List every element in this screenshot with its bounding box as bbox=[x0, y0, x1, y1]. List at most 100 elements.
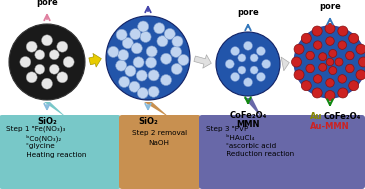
Circle shape bbox=[172, 36, 183, 47]
Circle shape bbox=[325, 91, 335, 101]
Circle shape bbox=[338, 41, 346, 49]
Circle shape bbox=[125, 66, 136, 77]
Circle shape bbox=[314, 75, 322, 83]
Circle shape bbox=[216, 32, 280, 96]
Circle shape bbox=[140, 31, 151, 42]
Circle shape bbox=[243, 78, 253, 87]
Text: pore: pore bbox=[237, 8, 259, 17]
Circle shape bbox=[130, 29, 141, 40]
Text: Heating reaction: Heating reaction bbox=[6, 152, 87, 157]
Circle shape bbox=[301, 81, 311, 91]
Circle shape bbox=[42, 78, 53, 89]
Circle shape bbox=[294, 70, 304, 80]
Circle shape bbox=[157, 36, 168, 47]
Text: SiO₂: SiO₂ bbox=[37, 117, 57, 126]
Circle shape bbox=[116, 29, 127, 40]
Circle shape bbox=[294, 44, 304, 54]
Circle shape bbox=[148, 86, 159, 97]
Text: SiO₂: SiO₂ bbox=[138, 117, 158, 126]
Circle shape bbox=[314, 41, 322, 49]
Text: CoFe₂O₄: CoFe₂O₄ bbox=[323, 112, 361, 121]
Circle shape bbox=[238, 66, 246, 74]
Circle shape bbox=[306, 51, 314, 60]
Circle shape bbox=[306, 64, 314, 73]
Circle shape bbox=[338, 26, 348, 36]
Circle shape bbox=[146, 46, 157, 57]
Circle shape bbox=[49, 64, 59, 74]
Circle shape bbox=[20, 57, 31, 67]
FancyBboxPatch shape bbox=[0, 115, 121, 189]
Circle shape bbox=[335, 58, 343, 66]
Circle shape bbox=[119, 76, 130, 88]
Circle shape bbox=[136, 70, 147, 81]
Circle shape bbox=[116, 60, 127, 71]
Circle shape bbox=[131, 43, 142, 54]
Circle shape bbox=[231, 47, 239, 56]
Text: ᶜascorbic acid: ᶜascorbic acid bbox=[206, 143, 276, 149]
Text: pore: pore bbox=[319, 2, 341, 11]
Circle shape bbox=[292, 57, 301, 67]
Circle shape bbox=[326, 37, 334, 45]
Circle shape bbox=[301, 33, 311, 43]
Circle shape bbox=[319, 63, 327, 71]
Circle shape bbox=[325, 23, 335, 33]
Circle shape bbox=[129, 81, 140, 92]
Polygon shape bbox=[144, 102, 170, 118]
Circle shape bbox=[338, 75, 346, 83]
Polygon shape bbox=[44, 102, 67, 118]
Circle shape bbox=[256, 72, 265, 81]
Circle shape bbox=[35, 50, 45, 60]
Circle shape bbox=[57, 41, 68, 52]
Text: Step 3 ᵃPVP: Step 3 ᵃPVP bbox=[206, 126, 248, 132]
Circle shape bbox=[164, 29, 175, 40]
Circle shape bbox=[329, 50, 337, 57]
Circle shape bbox=[26, 41, 37, 52]
Circle shape bbox=[349, 33, 359, 43]
Circle shape bbox=[171, 64, 182, 74]
Text: CoFe₂O₄: CoFe₂O₄ bbox=[229, 111, 267, 120]
Circle shape bbox=[294, 26, 365, 98]
Circle shape bbox=[161, 53, 172, 64]
Circle shape bbox=[106, 16, 190, 100]
Circle shape bbox=[161, 74, 172, 86]
Circle shape bbox=[108, 46, 119, 57]
Circle shape bbox=[225, 60, 234, 68]
Text: MMN: MMN bbox=[236, 120, 260, 129]
Circle shape bbox=[338, 88, 348, 98]
Circle shape bbox=[35, 64, 45, 74]
Circle shape bbox=[256, 47, 265, 56]
FancyBboxPatch shape bbox=[119, 115, 201, 189]
Circle shape bbox=[57, 72, 68, 83]
Text: Reduction reaction: Reduction reaction bbox=[206, 152, 294, 157]
Circle shape bbox=[349, 81, 359, 91]
Circle shape bbox=[178, 54, 189, 65]
Circle shape bbox=[319, 53, 327, 61]
Circle shape bbox=[243, 41, 253, 50]
Text: Au: Au bbox=[310, 112, 322, 121]
Circle shape bbox=[148, 70, 159, 81]
Circle shape bbox=[63, 57, 74, 67]
Circle shape bbox=[312, 88, 322, 98]
Circle shape bbox=[118, 50, 129, 60]
Text: Step 1 ᵃFe(NO₃)₃: Step 1 ᵃFe(NO₃)₃ bbox=[6, 126, 65, 132]
Text: ᶜglycine: ᶜglycine bbox=[6, 143, 55, 149]
Circle shape bbox=[346, 64, 354, 73]
Circle shape bbox=[262, 60, 271, 68]
Circle shape bbox=[26, 72, 37, 83]
Circle shape bbox=[312, 26, 322, 36]
Circle shape bbox=[231, 72, 239, 81]
Circle shape bbox=[146, 57, 157, 68]
Polygon shape bbox=[244, 98, 262, 118]
Circle shape bbox=[137, 88, 148, 98]
Circle shape bbox=[170, 46, 181, 57]
Circle shape bbox=[356, 70, 365, 80]
Circle shape bbox=[326, 58, 334, 66]
Text: NaOH: NaOH bbox=[148, 140, 169, 146]
Circle shape bbox=[250, 54, 258, 62]
Circle shape bbox=[42, 35, 53, 46]
Text: Step 2 removal: Step 2 removal bbox=[132, 130, 187, 136]
Text: ᵇCo(NO₃)₂: ᵇCo(NO₃)₂ bbox=[6, 135, 61, 142]
Text: pore: pore bbox=[36, 0, 58, 7]
Circle shape bbox=[346, 51, 354, 60]
Circle shape bbox=[154, 23, 165, 34]
